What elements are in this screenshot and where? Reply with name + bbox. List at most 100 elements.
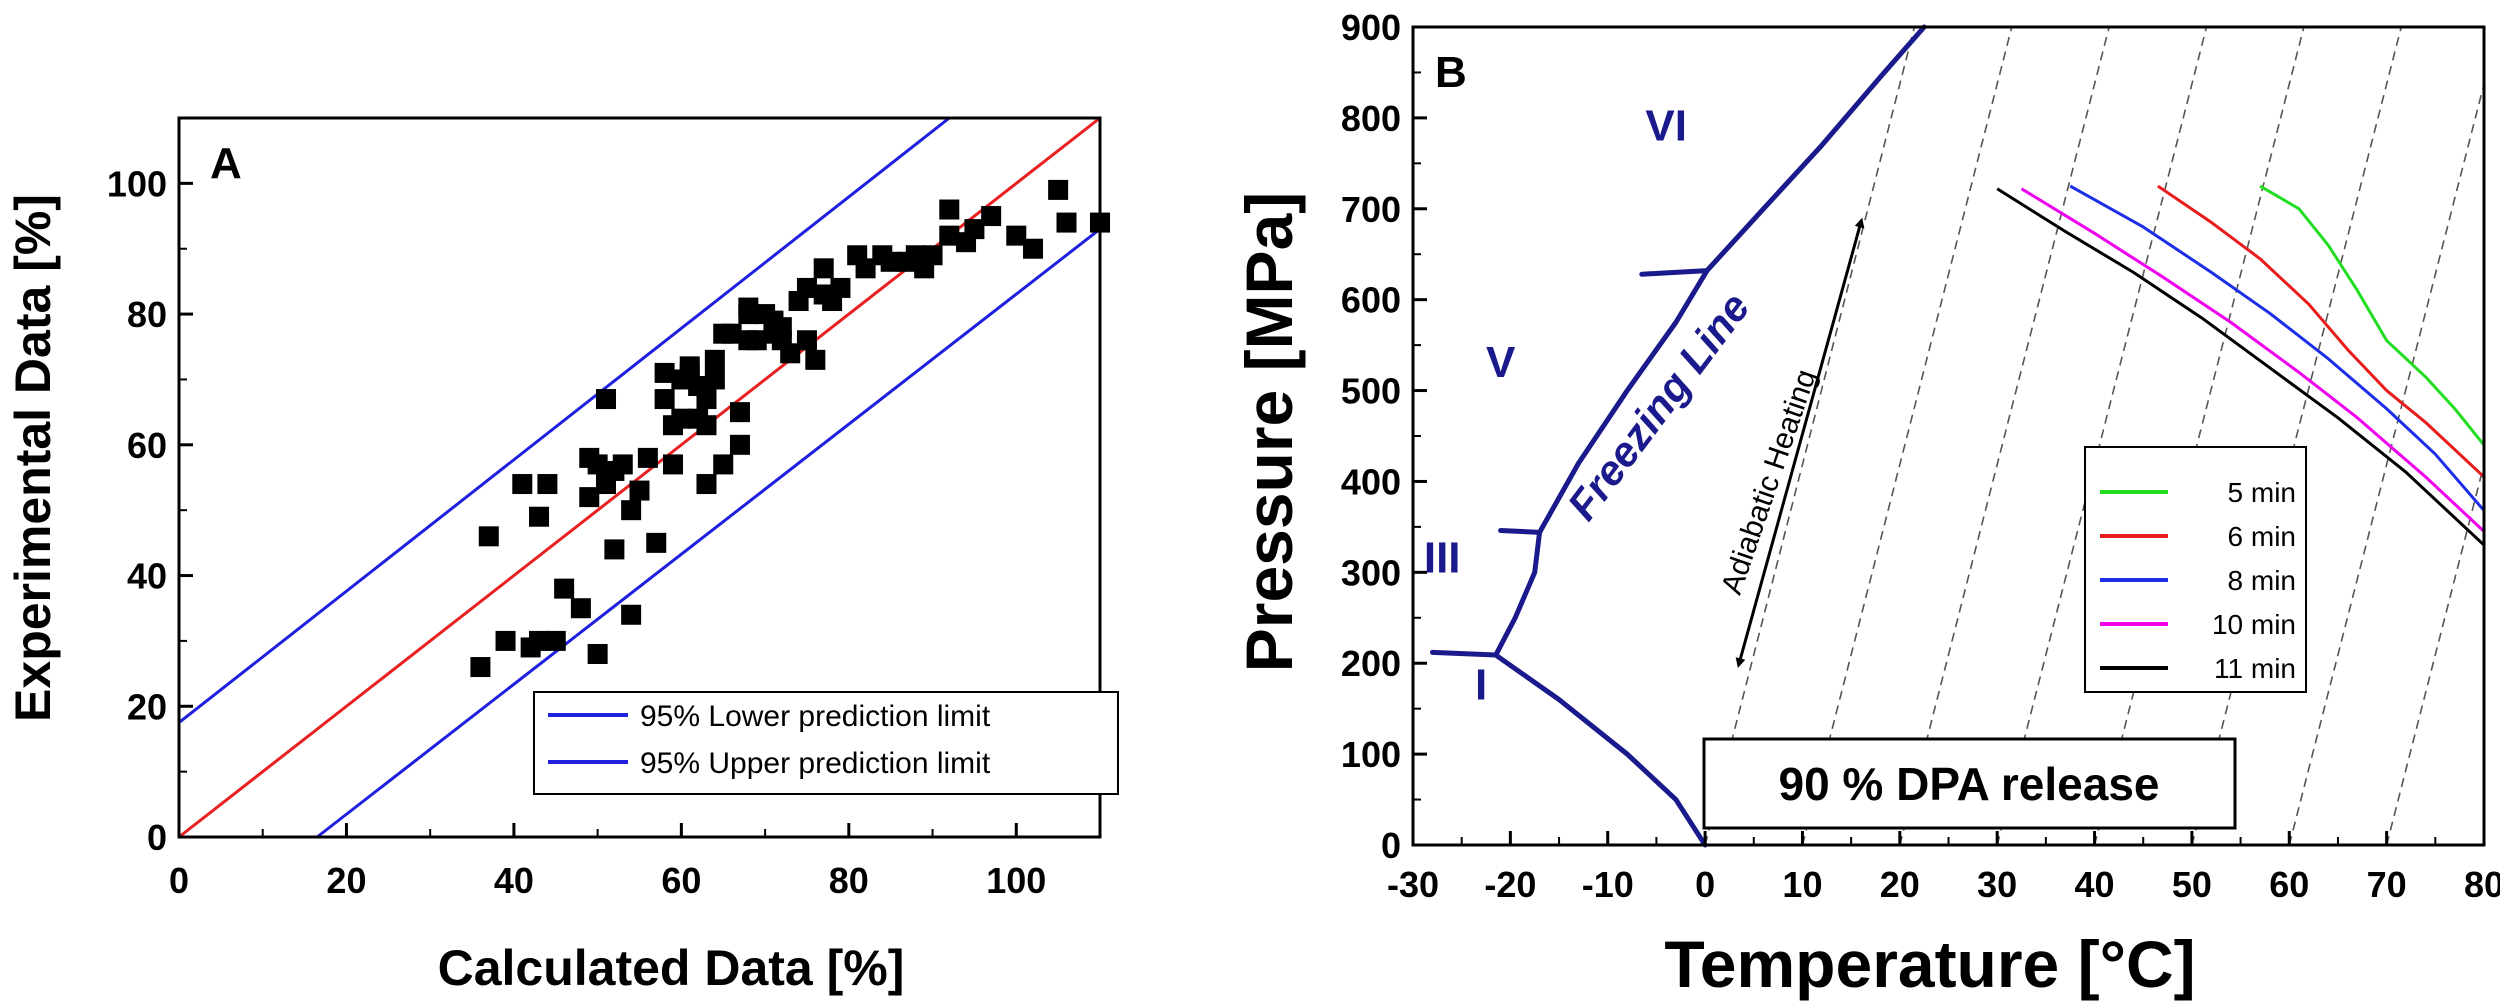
panel-a-point [1006, 225, 1027, 246]
panel-a-point [587, 454, 608, 475]
panel-b-x-tick-label: 60 [2269, 864, 2309, 905]
phase-label: V [1486, 338, 1516, 387]
panel-b-x-tick-label: -10 [1582, 864, 1634, 905]
panel-a-point [1048, 179, 1069, 200]
panel-a-legend-box [533, 691, 1119, 795]
adiabat-line [1899, 27, 2110, 845]
panel-a-point [721, 323, 742, 344]
panel-b-ticks: -30 -20 -10 0 10 20 30 40 50 60 70 8001002003004005… [1341, 7, 2500, 905]
adiabat-line [2288, 80, 2484, 845]
panel-b-x-tick-label: 40 [2075, 864, 2115, 905]
panel-a-point [981, 206, 1002, 227]
panel-a-ticks: 0 20 40 60 80 100 0 20 40 60 80 100 [107, 163, 1046, 901]
panel-a-point [629, 480, 650, 501]
panel-a-point [704, 349, 725, 370]
panel-a-point [796, 277, 817, 298]
panel-b-label: B [1435, 48, 1467, 97]
panel-a-line-2 [316, 227, 1101, 839]
panel-a-point [545, 630, 566, 651]
dpa-release-box: 90 % DPA release [1702, 737, 2237, 830]
panel-b-legend-box [2084, 446, 2307, 693]
panel-a-point [796, 330, 817, 351]
panel-a-point [495, 630, 516, 651]
panel-b-x-tick-label: -20 [1484, 864, 1536, 905]
panel-b-y-tick-label: 800 [1341, 98, 1401, 139]
panel-b-y-tick-label: 100 [1341, 734, 1401, 775]
legend-label: 5 min [2228, 477, 2296, 508]
panel-a-point [880, 251, 901, 272]
panel-a-point [587, 643, 608, 664]
panel-a-point [696, 389, 717, 410]
panel-b-y-tick-label: 900 [1341, 7, 1401, 48]
panel-b-x-tick-label: -30 [1387, 864, 1439, 905]
panel-a-point [512, 474, 533, 495]
adiabat-line [2483, 841, 2484, 845]
series-line [1996, 187, 2484, 547]
panel-b-legend-items: 5 min 6 min 8 min 10 min 11 min [2100, 477, 2296, 684]
phase-boundary [1704, 24, 1927, 274]
phase-boundary [1493, 529, 1543, 658]
panel-a-x-tick-label: 0 [169, 860, 189, 901]
panel-a-x-tick-label: 100 [986, 860, 1046, 901]
panel-a-point [704, 369, 725, 390]
panel-b-x-tick-label: 70 [2367, 864, 2407, 905]
panel-a-point [537, 474, 558, 495]
panel-a-y-tick-label: 20 [127, 686, 167, 727]
panel-a-y-axis-title: Experimental Data [%] [5, 194, 61, 722]
panel-a-point [554, 578, 575, 599]
panel-a-points [470, 179, 1110, 678]
panel-a-x-axis-title: Calculated Data [%] [438, 940, 905, 996]
panel-a-point [579, 487, 600, 508]
panel-b-x-tick-label: 50 [2172, 864, 2212, 905]
panel-a-point [662, 454, 683, 475]
panel-b-x-tick-label: 80 [2464, 864, 2500, 905]
panel-a-point [671, 408, 692, 429]
panel-a-x-tick-label: 40 [494, 860, 534, 901]
panel-a-y-tick-label: 80 [127, 294, 167, 335]
panel-a-point [830, 277, 851, 298]
panel-a-point [922, 245, 943, 266]
panel-a-point [729, 434, 750, 455]
panel-a-point [939, 199, 960, 220]
adiabat-line [1801, 27, 2013, 845]
panel-a-legend: 95% Lower prediction limit 95% Upper pre… [533, 691, 1119, 795]
panel-a-point [696, 415, 717, 436]
dpa-release-text: 90 % DPA release [1778, 758, 2159, 810]
phase-boundary [1639, 268, 1710, 277]
panel-b-x-tick-label: 10 [1782, 864, 1822, 905]
panel-b-y-tick-label: 0 [1381, 825, 1401, 866]
panel-b-legend: 5 min 6 min 8 min 10 min 11 min [2084, 446, 2307, 693]
legend-label: 10 min [2212, 609, 2296, 640]
panel-a-x-tick-label: 20 [326, 860, 366, 901]
panel-a-point [529, 506, 550, 527]
panel-b-y-tick-label: 300 [1341, 552, 1401, 593]
phase-label: III [1424, 533, 1461, 582]
legend-label: 8 min [2228, 565, 2296, 596]
panel-a-point [746, 330, 767, 351]
panel-b-x-axis-title: Temperature [°C] [1664, 927, 2195, 1001]
panel-a-point [654, 362, 675, 383]
panel-a-point [621, 604, 642, 625]
phase-boundary [1493, 652, 1708, 848]
panel-a-point [713, 454, 734, 475]
panel-a-point [939, 225, 960, 246]
panel-b-y-tick-label: 500 [1341, 371, 1401, 412]
adiabatic-heating-label: Adiabatic Heating [1715, 365, 1823, 598]
panel-a-point [1056, 212, 1077, 233]
panel-a-line-1 [178, 116, 951, 724]
panel-a-point [612, 454, 633, 475]
panel-b-plot-frame [1411, 25, 2486, 847]
legend-label: 11 min [2214, 653, 2296, 684]
adiabatic-heating-arrow [1735, 217, 1865, 669]
phase-boundary [1498, 528, 1543, 535]
panel-b-y-tick-label: 200 [1341, 643, 1401, 684]
panel-a-point [646, 532, 667, 553]
panel-a-y-tick-label: 100 [107, 163, 167, 204]
panel-a-point [780, 343, 801, 364]
panel-b-x-tick-label: 20 [1880, 864, 1920, 905]
panel-a-point [478, 526, 499, 547]
panel-b-x-tick-label: 0 [1695, 864, 1715, 905]
legend-label: 6 min [2228, 521, 2296, 552]
panel-b-y-tick-label: 700 [1341, 189, 1401, 230]
